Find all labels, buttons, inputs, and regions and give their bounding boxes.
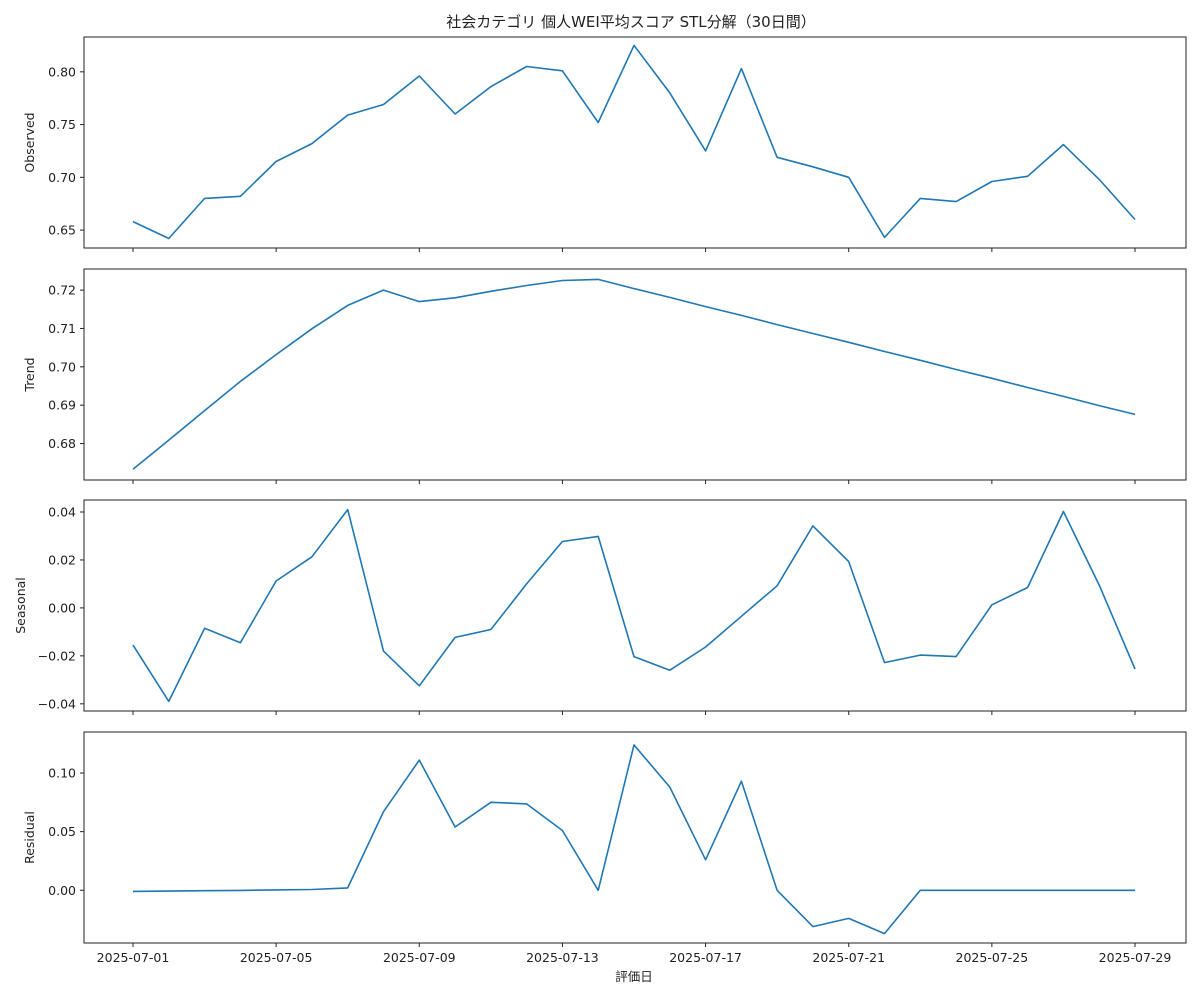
seasonal-y-axis-label: Seasonal [13, 577, 28, 634]
observed-ytick-label: 0.70 [48, 170, 76, 185]
observed-ytick-label: 0.65 [48, 223, 76, 238]
observed-ytick-label: 0.75 [48, 117, 76, 132]
trend-axes-frame [83, 268, 1187, 481]
trend-panel: 0.68 0.69 0.70 0.71 0.72 Trend [22, 268, 1187, 484]
x-tick-label: 2025-07-01 [97, 950, 170, 965]
x-tick-label: 2025-07-29 [1099, 950, 1172, 965]
residual-ytick-label: 0.00 [48, 883, 76, 898]
observed-ytick-label: 0.80 [48, 64, 76, 79]
panels-group: 0.65 0.70 0.75 0.80 Observed 0.68 0.69 0.70 0.71… [13, 36, 1187, 965]
seasonal-ytick-label: 0.04 [48, 504, 76, 519]
trend-y-axis-label: Trend [22, 357, 37, 392]
seasonal-ytick-label: −0.04 [38, 696, 76, 711]
seasonal-axes-frame [83, 499, 1187, 712]
trend-ytick-label: 0.69 [48, 398, 76, 413]
residual-y-axis-label: Residual [22, 811, 37, 864]
trend-ytick-label: 0.68 [48, 436, 76, 451]
trend-ytick-label: 0.70 [48, 359, 76, 374]
residual-panel: 0.00 0.05 0.10 2025-07-01 2025-07-05 2025-07-… [22, 731, 1187, 965]
observed-panel: 0.65 0.70 0.75 0.80 Observed [22, 36, 1187, 252]
observed-series-line [132, 44, 1136, 240]
x-tick-label: 2025-07-09 [383, 950, 456, 965]
residual-ytick-label: 0.05 [48, 824, 76, 839]
seasonal-ytick-label: 0.00 [48, 600, 76, 615]
residual-ytick-label: 0.10 [48, 766, 76, 781]
residual-series-line [132, 744, 1135, 935]
trend-ytick-label: 0.72 [48, 283, 76, 298]
observed-y-axis-label: Observed [22, 112, 37, 172]
trend-series-line [132, 278, 1136, 470]
x-tick-label: 2025-07-17 [669, 950, 742, 965]
x-tick-label: 2025-07-13 [526, 950, 599, 965]
x-axis-label: 評価日 [615, 969, 653, 984]
x-tick-label: 2025-07-21 [812, 950, 885, 965]
seasonal-panel: −0.04 −0.02 0.00 0.02 0.04 Seasonal [13, 499, 1187, 715]
x-tick-label: 2025-07-25 [956, 950, 1029, 965]
trend-ytick-label: 0.71 [48, 321, 76, 336]
observed-axes-frame [83, 36, 1187, 249]
seasonal-series-line [132, 508, 1136, 703]
x-tick-label: 2025-07-05 [240, 950, 313, 965]
seasonal-ytick-label: −0.02 [38, 648, 76, 663]
residual-axes-frame [83, 731, 1187, 944]
figure-title: 社会カテゴリ 個人WEI平均スコア STL分解（30日間） [446, 13, 815, 31]
seasonal-ytick-label: 0.02 [48, 552, 76, 567]
